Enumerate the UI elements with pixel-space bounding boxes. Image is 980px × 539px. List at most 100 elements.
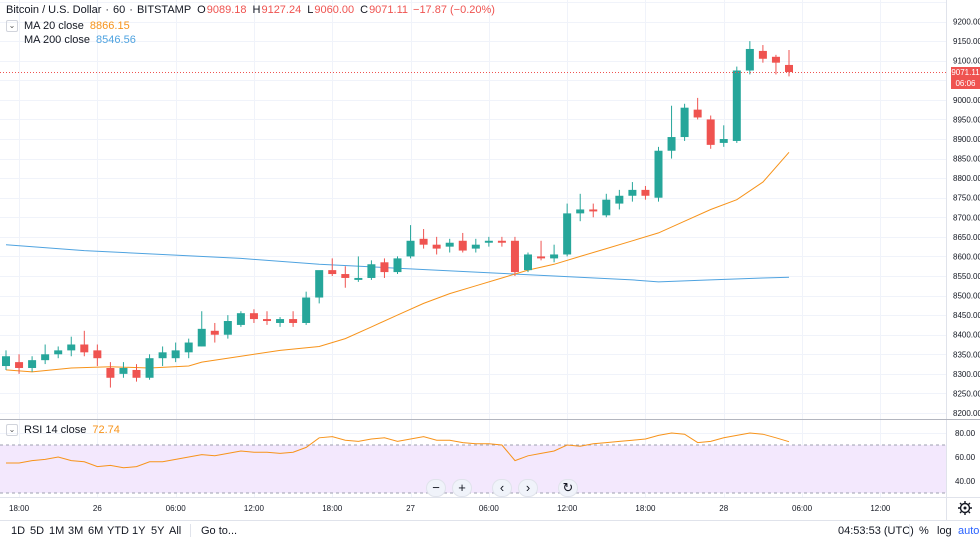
- range-ytd[interactable]: YTD: [107, 525, 129, 537]
- candle-body: [236, 313, 245, 325]
- scroll-left-button[interactable]: ‹: [492, 479, 512, 497]
- candle-body: [249, 313, 258, 320]
- range-6m[interactable]: 6M: [88, 525, 104, 537]
- candle-body: [602, 199, 611, 216]
- last-price-tag: 9071.11: [951, 66, 980, 78]
- reset-chart-button[interactable]: ↻: [558, 479, 578, 497]
- time-tick-label: 18:00: [322, 504, 343, 513]
- candle-body: [537, 256, 546, 259]
- range-3m[interactable]: 3M: [68, 525, 84, 537]
- candle-body: [276, 319, 285, 323]
- candle: [602, 193, 611, 218]
- price-tick-label: 8350.00: [953, 350, 980, 359]
- price-tick-label: 9150.00: [953, 37, 980, 46]
- candle-body: [785, 64, 793, 73]
- time-tick-label: 18:00: [635, 504, 656, 513]
- candle-body: [458, 240, 467, 251]
- main-grid: [0, 0, 946, 497]
- candle: [28, 356, 37, 372]
- price-tick-label: 8700.00: [953, 213, 980, 222]
- rsi-legend[interactable]: ⌄ RSI 14 close 72.74: [6, 424, 120, 436]
- close-value: 9071.11: [369, 4, 409, 16]
- time-tick-label: 12:00: [870, 504, 891, 513]
- collapse-icon[interactable]: ⌄: [6, 424, 18, 436]
- price-tick-label: 9100.00: [953, 57, 980, 66]
- ma20-legend[interactable]: ⌄ MA 20 close 8866.15: [6, 20, 130, 32]
- candle: [41, 344, 50, 365]
- rsi-line: [6, 432, 790, 469]
- ma200-legend[interactable]: MA 200 close 8546.56: [24, 34, 136, 46]
- log-toggle[interactable]: log: [937, 525, 952, 537]
- candle: [785, 50, 793, 77]
- candle: [315, 270, 324, 304]
- candle-body: [510, 240, 519, 273]
- symbol-name[interactable]: Bitcoin / U.S. Dollar: [6, 4, 102, 16]
- candle: [289, 311, 298, 327]
- candle: [354, 256, 363, 282]
- settings-gear-icon[interactable]: [958, 501, 972, 515]
- candle: [119, 362, 128, 378]
- candle-body: [184, 342, 193, 353]
- ma200-line: [5, 244, 790, 283]
- zoom-out-button[interactable]: −: [426, 479, 446, 497]
- range-1y[interactable]: 1Y: [132, 525, 146, 537]
- candle-body: [354, 277, 363, 280]
- minus-icon: −: [432, 480, 440, 495]
- candle: [132, 364, 141, 382]
- time-tick-label: 27: [406, 504, 415, 513]
- candle: [680, 103, 689, 141]
- candle-body: [2, 356, 10, 367]
- price-tick-label: 8600.00: [953, 252, 980, 261]
- candle-body: [550, 254, 559, 259]
- bottom-toolbar: 1D 5D 1M 3M 6M YTD 1Y 5Y All Go to... 04…: [0, 520, 980, 539]
- candle-body: [380, 262, 389, 273]
- candle: [263, 311, 271, 325]
- candle-body: [628, 189, 637, 196]
- time-tick-label: 06:00: [166, 504, 187, 513]
- collapse-icon[interactable]: ⌄: [6, 20, 18, 32]
- candle: [249, 309, 258, 323]
- candle-body: [719, 139, 728, 143]
- candle: [471, 238, 480, 253]
- high-value: 9127.24: [261, 4, 302, 16]
- candle: [380, 258, 389, 278]
- auto-toggle[interactable]: auto: [958, 525, 980, 537]
- candle-body: [158, 352, 167, 359]
- candle: [510, 236, 519, 276]
- price-tick-label: 8850.00: [953, 155, 980, 164]
- candle: [563, 203, 572, 257]
- range-5y[interactable]: 5Y: [151, 525, 165, 537]
- candle-body: [641, 189, 650, 196]
- candle: [654, 146, 663, 202]
- range-1d[interactable]: 1D: [11, 525, 26, 537]
- candle: [158, 346, 167, 367]
- price-tick-label: 8250.00: [953, 389, 980, 398]
- candle-body: [41, 354, 50, 361]
- zoom-in-button[interactable]: +: [452, 479, 472, 497]
- scroll-right-button[interactable]: ›: [518, 479, 538, 497]
- chevron-right-icon: ›: [525, 480, 531, 495]
- goto-button[interactable]: Go to...: [201, 525, 238, 537]
- ma20-label: MA 20 close: [24, 20, 84, 32]
- candle-body: [771, 56, 780, 63]
- range-1m[interactable]: 1M: [49, 525, 65, 537]
- price-tick-label: 8650.00: [953, 233, 980, 242]
- candle: [171, 342, 180, 363]
- candle-body: [732, 70, 741, 141]
- percent-toggle[interactable]: %: [919, 525, 929, 537]
- interval-label[interactable]: 60: [113, 4, 126, 16]
- range-5d[interactable]: 5D: [30, 525, 45, 537]
- candle-body: [80, 344, 89, 353]
- candle-body: [524, 254, 532, 271]
- price-tick-label: 8950.00: [953, 115, 980, 124]
- change-value: −17.87 (−0.20%): [413, 4, 495, 16]
- candle: [524, 252, 532, 273]
- clock-display[interactable]: 04:53:53 (UTC): [838, 525, 914, 537]
- range-all[interactable]: All: [169, 525, 182, 537]
- candle-body: [393, 258, 402, 273]
- candle: [367, 260, 376, 280]
- candle: [80, 330, 89, 357]
- candle: [184, 338, 193, 359]
